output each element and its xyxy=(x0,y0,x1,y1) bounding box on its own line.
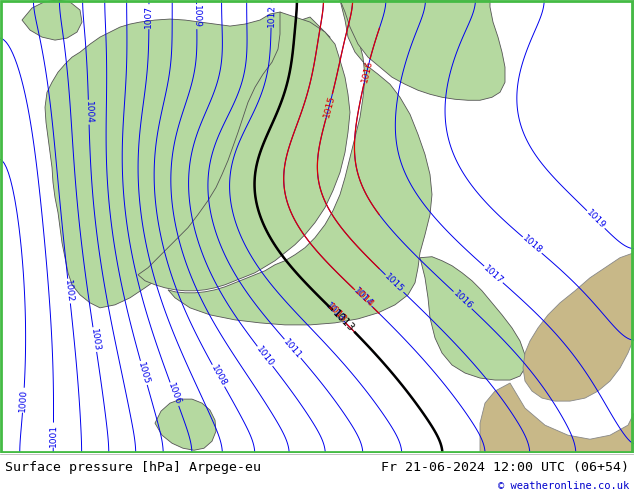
Polygon shape xyxy=(45,12,330,308)
Text: 1008: 1008 xyxy=(209,364,228,388)
Polygon shape xyxy=(22,0,82,40)
Text: 1003: 1003 xyxy=(89,327,101,352)
Polygon shape xyxy=(480,383,634,453)
Polygon shape xyxy=(138,12,350,291)
Text: 1018: 1018 xyxy=(521,234,544,256)
Text: 1015: 1015 xyxy=(322,94,337,119)
Text: 1013: 1013 xyxy=(331,308,356,334)
Text: 1016: 1016 xyxy=(360,59,374,83)
Text: 1016: 1016 xyxy=(451,289,474,311)
Text: 1014: 1014 xyxy=(351,286,374,309)
Text: 1001: 1001 xyxy=(49,423,58,446)
Text: Fr 21-06-2024 12:00 UTC (06+54): Fr 21-06-2024 12:00 UTC (06+54) xyxy=(381,461,629,474)
Text: 1017: 1017 xyxy=(482,264,505,285)
Text: 1002: 1002 xyxy=(63,279,75,303)
Text: 1012: 1012 xyxy=(267,3,276,26)
Text: 1004: 1004 xyxy=(84,100,94,124)
Text: 1005: 1005 xyxy=(136,361,152,385)
Polygon shape xyxy=(155,399,216,450)
Text: 1006: 1006 xyxy=(166,382,183,407)
Text: 1015: 1015 xyxy=(383,272,406,294)
Text: © weatheronline.co.uk: © weatheronline.co.uk xyxy=(498,481,629,490)
Text: 1011: 1011 xyxy=(281,337,304,360)
Text: 1010: 1010 xyxy=(254,344,276,368)
Polygon shape xyxy=(340,0,505,100)
Text: Surface pressure [hPa] Arpege-eu: Surface pressure [hPa] Arpege-eu xyxy=(5,461,261,474)
Text: 1013: 1013 xyxy=(325,302,347,325)
Text: 1014: 1014 xyxy=(353,288,375,310)
Text: 1000: 1000 xyxy=(18,389,29,412)
Text: 1009: 1009 xyxy=(192,5,201,28)
Text: 1007: 1007 xyxy=(145,5,153,28)
Polygon shape xyxy=(168,0,432,325)
Polygon shape xyxy=(523,0,634,401)
Text: 1013: 1013 xyxy=(324,301,346,324)
Polygon shape xyxy=(420,257,525,380)
Text: 1019: 1019 xyxy=(585,208,607,231)
